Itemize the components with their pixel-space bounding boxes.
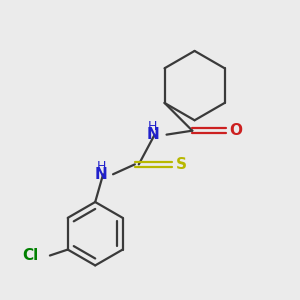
Text: H: H — [148, 120, 158, 133]
Text: S: S — [176, 157, 187, 172]
Text: N: N — [95, 167, 107, 182]
Text: H: H — [97, 160, 106, 173]
Text: O: O — [229, 123, 242, 138]
Text: N: N — [146, 127, 159, 142]
Text: Cl: Cl — [22, 248, 38, 263]
